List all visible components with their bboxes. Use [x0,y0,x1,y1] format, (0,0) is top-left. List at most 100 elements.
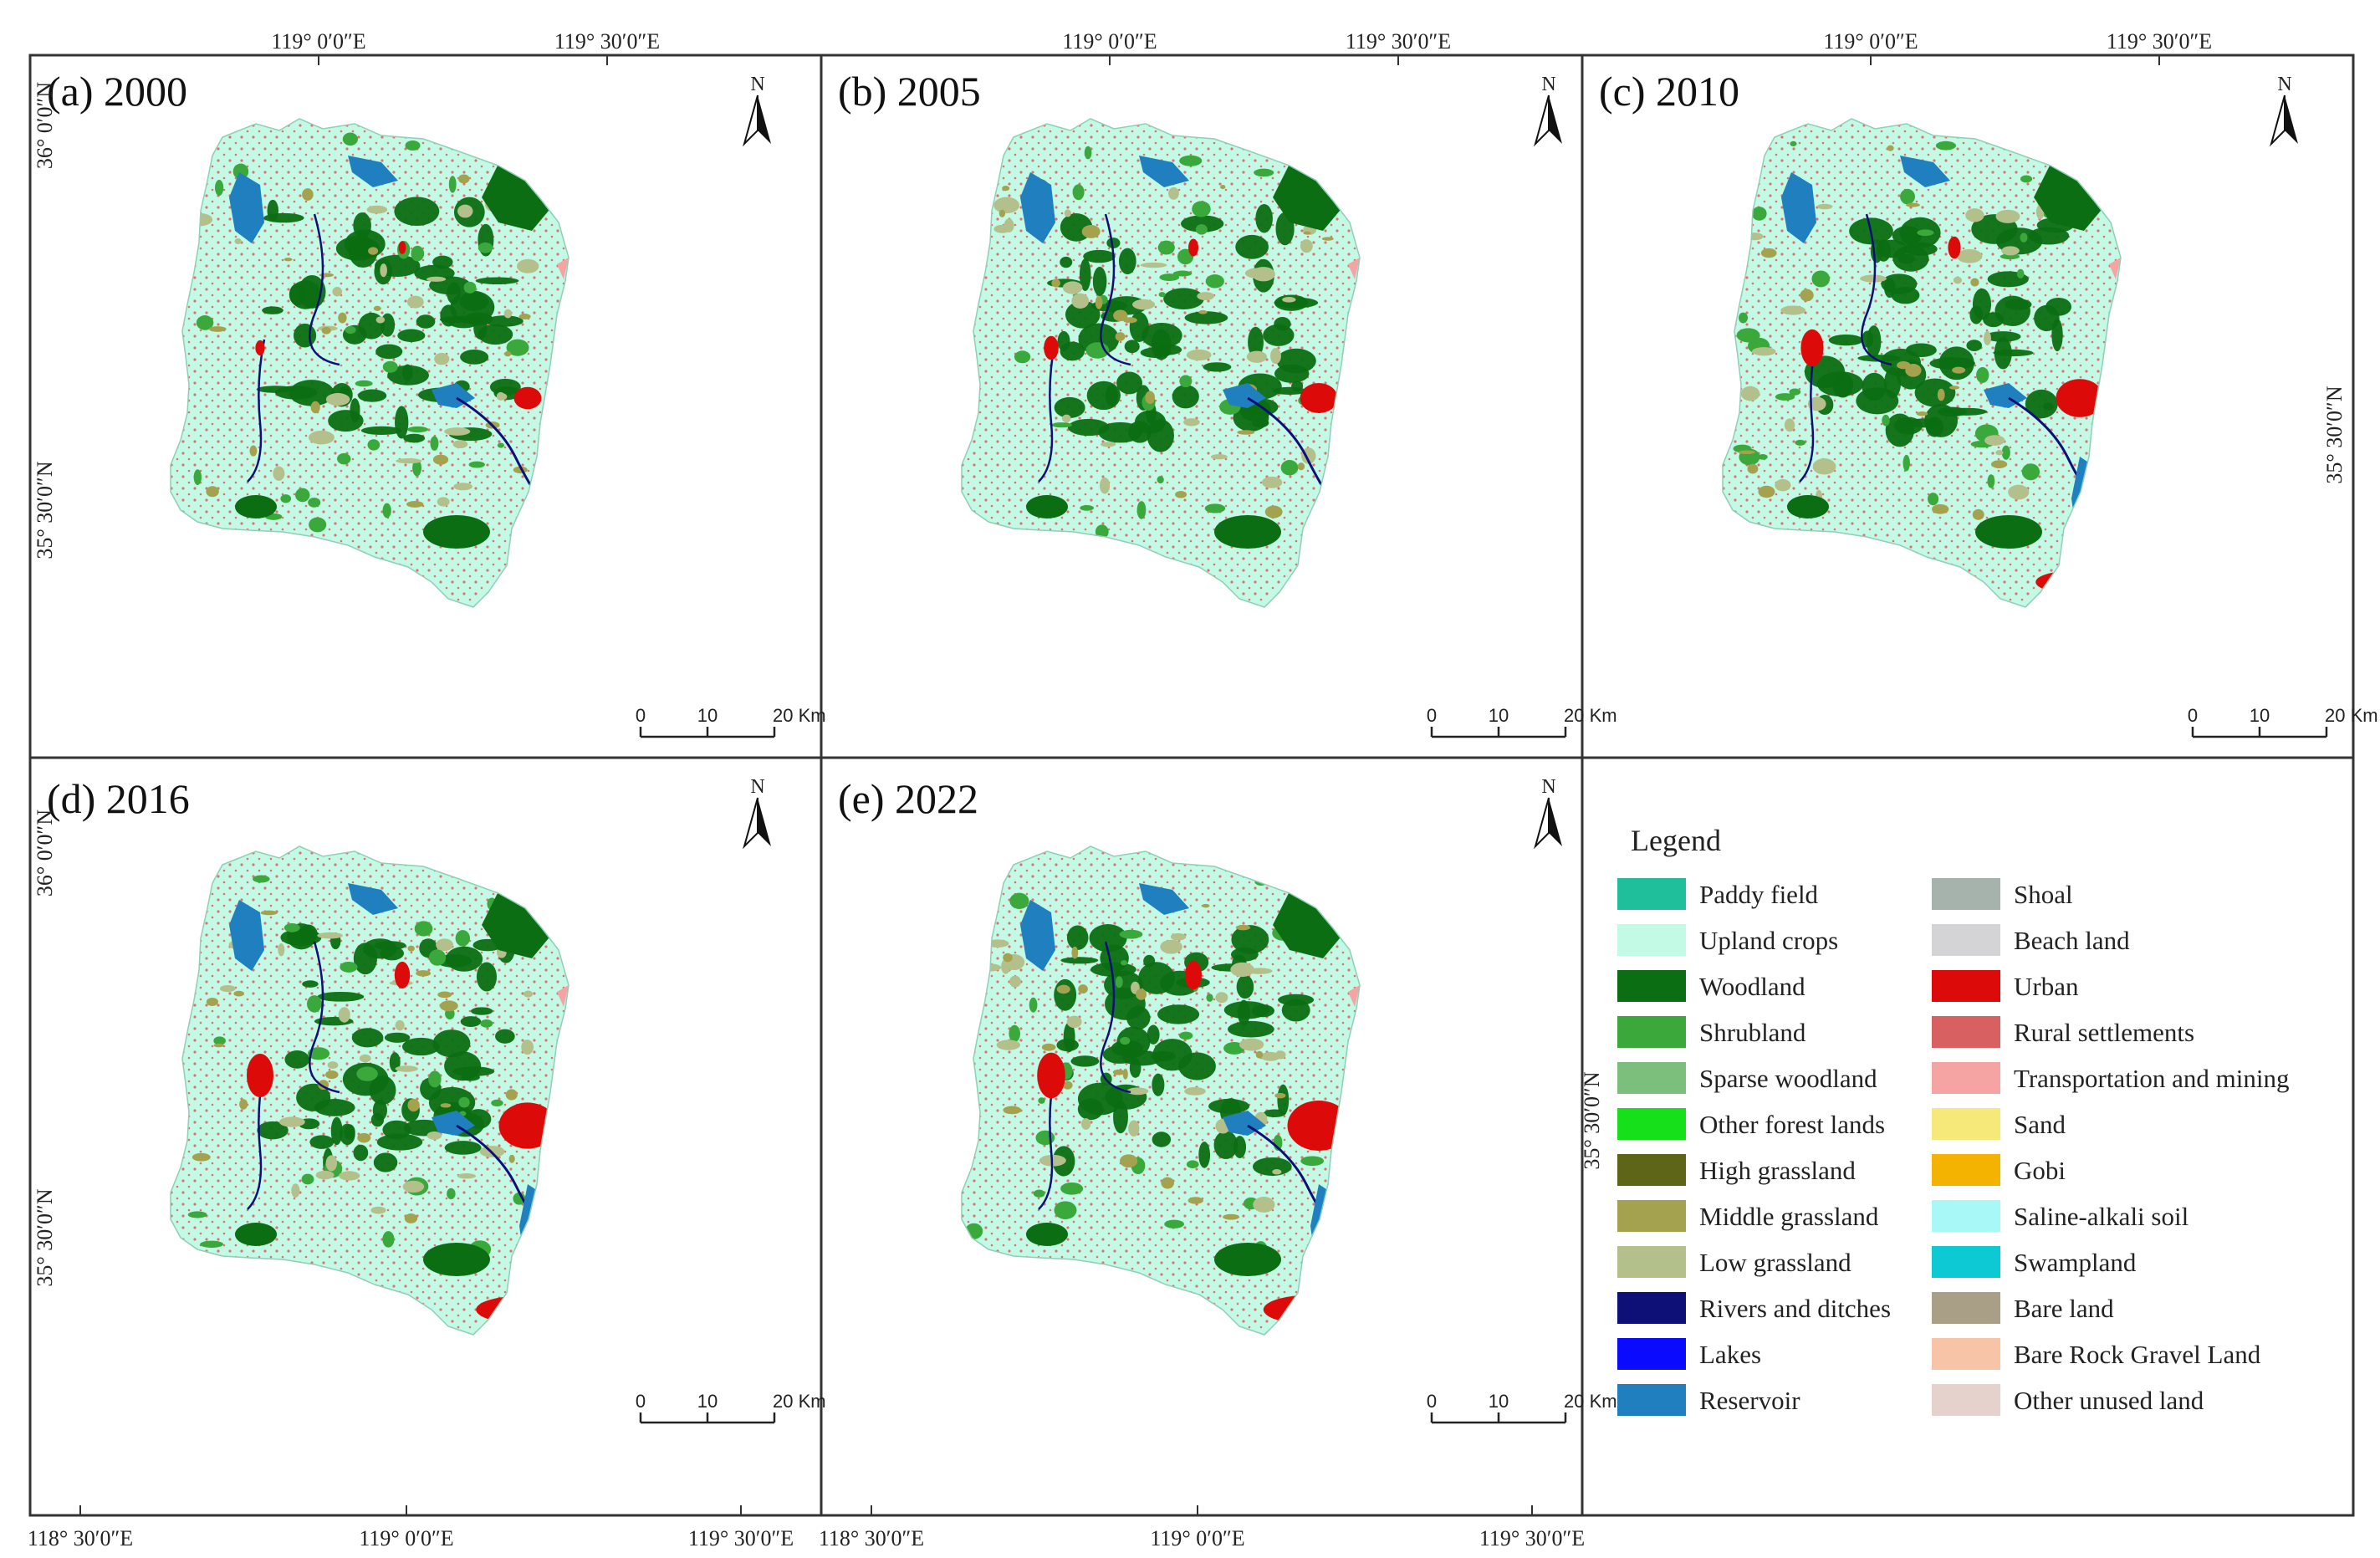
north-arrow-icon [1549,95,1562,144]
legend-swatch [1617,970,1686,1002]
scale-tick-label: 10 [697,705,718,726]
legend-label: Low grassland [1699,1248,1851,1277]
north-label: N [2277,74,2291,95]
legend-swatch [1932,878,2000,910]
legend-swatch [1932,1384,2000,1416]
legend-label: Saline-alkali soil [2014,1202,2188,1231]
legend-item: Paddy field [1617,878,1819,910]
legend-item: Low grassland [1617,1246,1851,1278]
scale-bar: 0 10 20 Km [1427,1391,1617,1424]
map-panel-a: (a) 2000 N 0 10 20 Km [47,68,826,738]
legend-item: Woodland [1617,970,1805,1002]
legend-item: Urban [1932,970,2079,1002]
legend-label: Other forest lands [1699,1110,1885,1139]
legend-swatch [1932,1338,2000,1370]
legend-swatch [1617,1384,1686,1416]
map-panel-b: (b) 2005 N 0 10 20 Km [838,68,1617,738]
map-panel-d: (d) 2016 N 0 10 20 Km [47,775,826,1424]
scale-tick-label: 20 Km [1564,705,1617,726]
scale-tick-label: 0 [636,1391,646,1412]
legend-item: Upland crops [1617,924,1838,956]
legend-swatch [1932,1200,2000,1232]
north-label: N [1541,776,1555,798]
legend-label: Reservoir [1699,1386,1800,1415]
north-arrow-icon [2285,95,2298,144]
legend-label: Shoal [2014,880,2073,909]
scale-bar: 0 10 20 Km [1427,705,1617,738]
legend-item: Rivers and ditches [1617,1292,1891,1324]
north-arrow-icon [758,95,771,144]
legend-swatch [1932,1108,2000,1140]
legend-label: Shrubland [1699,1018,1806,1047]
legend-swatch [1617,1338,1686,1370]
panel-title: (a) 2000 [47,68,187,115]
legend-label: Middle grassland [1699,1202,1879,1231]
legend-label: Urban [2014,972,2079,1001]
legend-item: Bare Rock Gravel Land [1932,1338,2261,1370]
scale-tick-label: 10 [1489,705,1509,726]
lat-label: 35° 30′0″N [1580,1071,1604,1169]
study-area-map [961,845,1361,1336]
legend-title: Legend [1631,824,1721,857]
legend-item: Gobi [1932,1154,2066,1186]
legend-label: Beach land [2014,926,2130,955]
north-label: N [1541,74,1555,95]
lon-label-bottom: 119° 0′0″E [1150,1526,1244,1550]
lon-label-top: 119° 0′0″E [271,29,365,54]
legend-item: High grassland [1617,1154,1856,1186]
legend-swatch [1617,1062,1686,1094]
legend-swatch [1932,924,2000,956]
legend-item: Beach land [1932,924,2130,956]
legend-label: Other unused land [2014,1386,2204,1415]
legend-swatch [1617,924,1686,956]
legend-label: Woodland [1699,972,1805,1001]
lat-label: 36° 0′0″N [33,82,57,169]
lon-label-bottom: 118° 30′0″E [28,1526,133,1550]
north-arrow-icon [758,798,771,846]
legend-label: Transportation and mining [2014,1064,2290,1093]
legend-item: Bare land [1932,1292,2114,1324]
map-panel-e: (e) 2022 N 0 10 20 Km [838,775,1617,1424]
panel-title: (c) 2010 [1599,68,1739,115]
panel-title: (e) 2022 [838,775,978,822]
scale-tick-label: 0 [1427,705,1437,726]
north-arrow-icon [1549,798,1562,846]
panel-title: (b) 2005 [838,68,981,115]
legend-label: Gobi [2014,1156,2066,1185]
legend-swatch [1617,1292,1686,1324]
legend-label: High grassland [1699,1156,1856,1185]
legend: Legend Paddy field Upland crops Woodland Sh… [1617,824,2290,1416]
legend-swatch [1932,1154,2000,1186]
scale-tick-label: 20 Km [1564,1391,1617,1412]
legend-item: Shoal [1932,878,2073,910]
legend-swatch [1617,1108,1686,1140]
legend-label: Rural settlements [2014,1018,2194,1047]
scale-tick-label: 20 Km [773,705,826,726]
legend-swatch [1932,1246,2000,1278]
panel-grid [28,54,2355,1517]
figure-outer-frame [28,54,2355,1517]
legend-label: Upland crops [1699,926,1838,955]
panel-title: (d) 2016 [47,775,190,822]
legend-label: Sparse woodland [1699,1064,1877,1093]
scale-tick-label: 20 Km [2325,705,2378,726]
lon-label-top: 119° 30′0″E [1346,29,1451,54]
scale-tick-label: 10 [697,1391,718,1412]
legend-swatch [1617,878,1686,910]
study-area-map [170,845,569,1336]
scale-tick-label: 0 [1427,1391,1437,1412]
legend-label: Sand [2014,1110,2066,1139]
legend-swatch [1932,1062,2000,1094]
study-area-map [1722,118,2122,608]
legend-swatch [1932,1016,2000,1048]
lat-label: 35° 30′0″N [2322,386,2347,483]
lon-label-top: 119° 30′0″E [554,29,660,54]
map-panel-c: (c) 2010 N 0 10 20 Km [1599,68,2378,738]
lon-label-top: 119° 0′0″E [1823,29,1918,54]
legend-swatch [1617,1246,1686,1278]
lon-label-top: 119° 0′0″E [1062,29,1157,54]
legend-item: Other unused land [1932,1384,2204,1416]
legend-item: Saline-alkali soil [1932,1200,2188,1232]
legend-item: Lakes [1617,1338,1761,1370]
legend-item: Other forest lands [1617,1108,1885,1140]
